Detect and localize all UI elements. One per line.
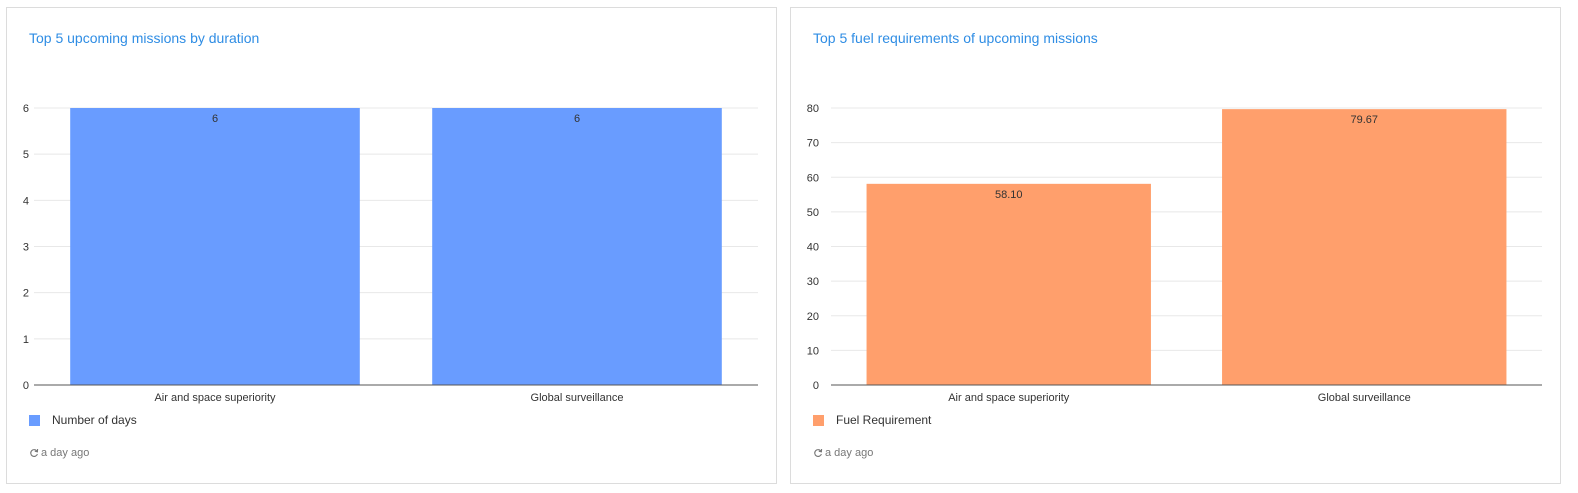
chart-title[interactable]: Top 5 upcoming missions by duration [29,30,260,46]
y-tick-label: 0 [23,380,29,392]
legend-swatch [29,414,40,426]
y-tick-label: 5 [23,149,29,161]
y-tick-label: 20 [807,311,819,323]
bar-chart-fuel: 0 10 20 30 40 50 60 70 80 58.10 Air and space supe… [807,103,1542,404]
data-label: 6 [212,113,218,125]
y-tick-label: 60 [807,172,819,184]
chart-card-fuel-requirements: Top 5 fuel requirements of upcoming miss… [790,7,1561,484]
legend-item[interactable]: Number of days [29,412,137,428]
data-label: 79.67 [1350,114,1378,126]
y-tick-label: 50 [807,207,819,219]
y-tick-label: 10 [807,345,819,357]
legend-label: Fuel Requirement [836,413,932,427]
data-label: 58.10 [995,189,1023,201]
y-tick-label: 2 [23,288,29,300]
updated-time: a day ago [41,447,90,459]
x-tick-label: Global surveillance [531,392,624,404]
y-tick-label: 80 [807,103,819,115]
y-tick-label: 30 [807,276,819,288]
legend-item[interactable]: Fuel Requirement [813,412,931,428]
y-tick-label: 3 [23,242,29,254]
x-tick-label: Air and space superiority [948,392,1070,404]
chart-title[interactable]: Top 5 fuel requirements of upcoming miss… [813,30,1098,46]
y-tick-label: 0 [813,380,819,392]
legend-swatch [813,414,824,426]
updated-time: a day ago [825,447,874,459]
refresh-icon[interactable] [29,448,39,458]
x-tick-label: Global surveillance [1318,392,1411,404]
bar [432,108,722,385]
bar-chart-duration: 0 1 2 3 4 5 6 6 Air and space superiority 6 Global… [23,103,758,404]
legend-label: Number of days [52,413,137,427]
x-tick-label: Air and space superiority [154,392,276,404]
y-tick-label: 1 [23,334,29,346]
bar [866,183,1151,385]
bar [70,108,360,385]
card-footer: a day ago [29,447,89,459]
refresh-icon[interactable] [813,448,823,458]
y-tick-label: 70 [807,138,819,150]
chart-card-mission-duration: Top 5 upcoming missions by duration 0 1 2 3… [6,7,777,484]
data-label: 6 [574,113,580,125]
y-tick-label: 40 [807,242,819,254]
card-footer: a day ago [813,447,873,459]
bar [1222,109,1507,385]
y-tick-label: 6 [23,103,29,115]
y-tick-label: 4 [23,195,29,207]
